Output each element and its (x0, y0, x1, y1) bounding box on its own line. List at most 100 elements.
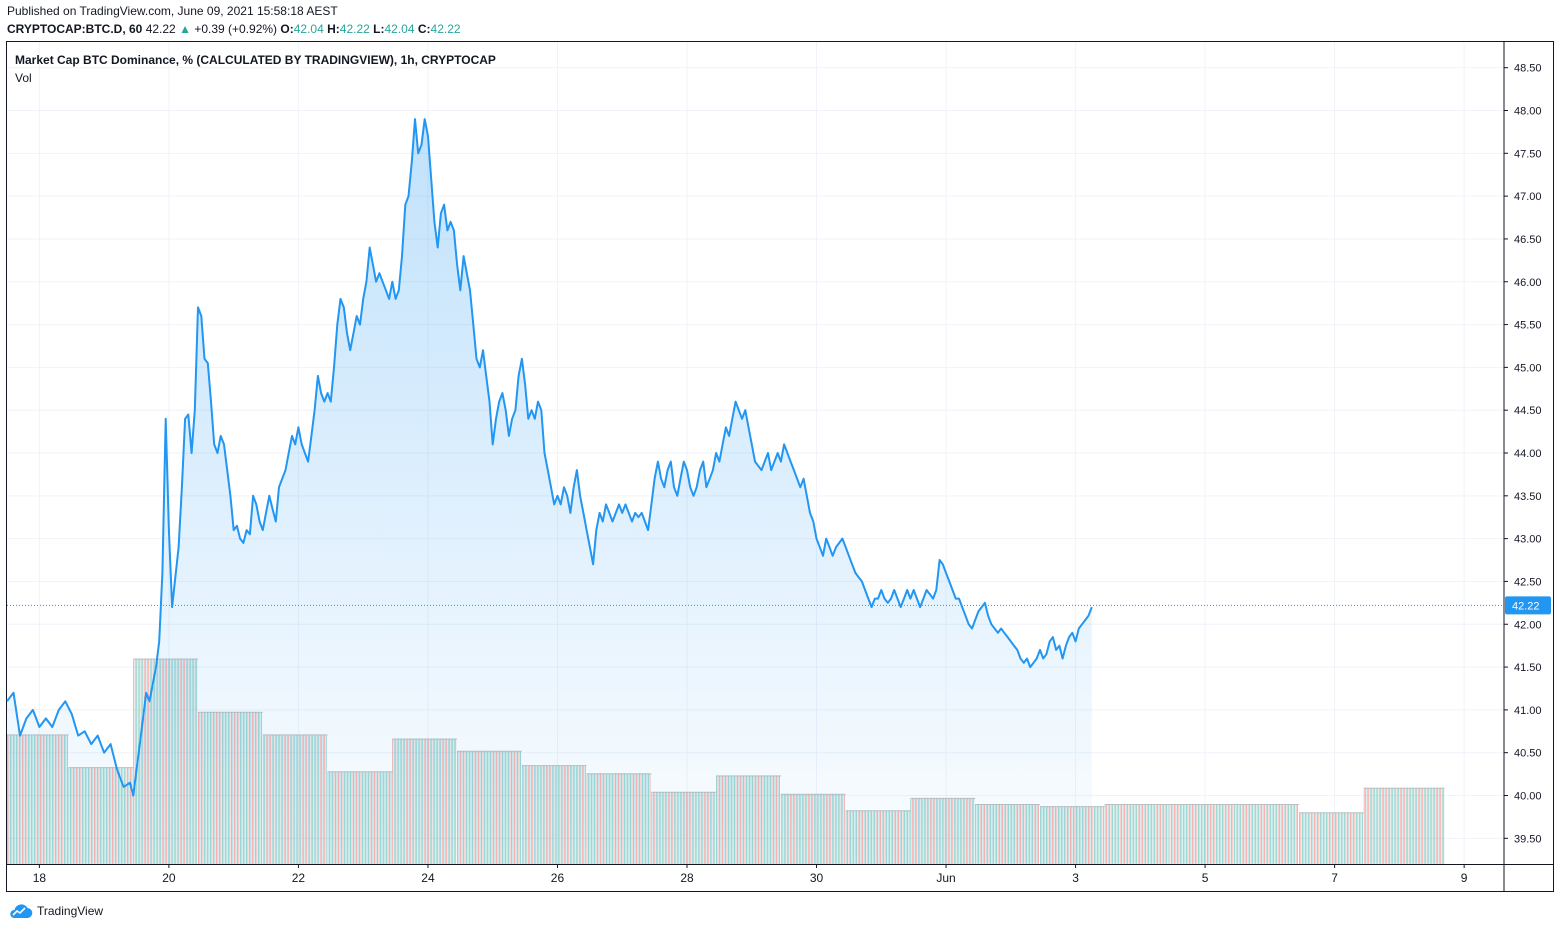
volume-bar (1365, 788, 1367, 864)
open-value: 42.04 (293, 22, 324, 36)
volume-bar (1327, 812, 1329, 865)
volume-bar (1107, 804, 1109, 864)
volume-bar (1285, 804, 1286, 864)
volume-bar (1398, 788, 1400, 864)
y-tick-label: 45.50 (1514, 320, 1542, 332)
volume-bar (1300, 812, 1302, 865)
x-tick-label: 9 (1461, 871, 1468, 885)
volume-bar (1416, 788, 1418, 864)
volume-bar (1326, 812, 1327, 865)
volume-bar (1101, 806, 1103, 864)
volume-bar (1189, 804, 1190, 864)
volume-bar (1404, 788, 1406, 864)
volume-bar (1169, 804, 1171, 864)
volume-bar (1407, 788, 1409, 864)
volume-bar (1098, 806, 1100, 864)
volume-bar (1112, 804, 1113, 864)
low-label: L: (373, 22, 385, 36)
symbol-info-bar: CRYPTOCAP:BTC.D, 60 42.22 ▲ +0.39 (+0.92… (7, 22, 461, 36)
volume-bar (1323, 812, 1324, 865)
volume-bar (1238, 804, 1240, 864)
volume-bar (1283, 804, 1285, 864)
volume-bar (1250, 804, 1252, 864)
volume-bar (1100, 806, 1101, 864)
volume-bar (1342, 812, 1344, 865)
volume-bar (1192, 804, 1193, 864)
volume-bar (1201, 804, 1202, 864)
volume-bar (1175, 804, 1177, 864)
x-tick-label: 5 (1202, 871, 1209, 885)
volume-bar (1318, 812, 1320, 865)
volume-bar (1235, 804, 1237, 864)
volume-bar (1357, 812, 1359, 865)
volume-bar (1395, 788, 1397, 864)
volume-bar (1167, 804, 1169, 864)
volume-bar (1329, 812, 1330, 865)
volume-bar (1431, 788, 1433, 864)
volume-bar (1330, 812, 1332, 865)
volume-bar (1193, 804, 1195, 864)
volume-bar (1178, 804, 1180, 864)
volume-bar (1335, 812, 1336, 865)
volume-bar (1354, 812, 1356, 865)
volume-bar (1137, 804, 1139, 864)
volume-bar (1211, 804, 1213, 864)
volume-bar (1213, 804, 1214, 864)
volume-bar (1181, 804, 1183, 864)
volume-bar (1171, 804, 1172, 864)
y-tick-label: 45.00 (1514, 362, 1542, 374)
volume-bar (1356, 812, 1357, 865)
volume-bar (1375, 788, 1377, 864)
volume-bar (1419, 788, 1421, 864)
volume-bar (1139, 804, 1140, 864)
volume-bar (1317, 812, 1318, 865)
volume-bar (1312, 812, 1314, 865)
volume-bar (1231, 804, 1232, 864)
volume-bar (1443, 788, 1445, 864)
volume-bar (1417, 788, 1419, 864)
volume-bar (1387, 788, 1389, 864)
volume-bar (1302, 812, 1303, 865)
volume-bar (1422, 788, 1424, 864)
x-tick-label: 28 (680, 871, 694, 885)
volume-bar (1172, 804, 1174, 864)
symbol-name[interactable]: CRYPTOCAP:BTC.D, 60 (7, 22, 143, 36)
volume-bar (1220, 804, 1222, 864)
chart-frame[interactable] (6, 41, 1554, 892)
volume-bar (1184, 804, 1186, 864)
volume-bar (1204, 804, 1205, 864)
volume-bar (133, 659, 135, 864)
y-tick-label: 39.50 (1514, 833, 1542, 845)
volume-bar (1359, 812, 1360, 865)
y-tick-label: 46.50 (1514, 234, 1542, 246)
close-label: C: (417, 22, 431, 36)
last-price: 42.22 (145, 22, 176, 36)
volume-bar (1344, 812, 1345, 865)
volume-bar (1368, 788, 1370, 864)
volume-bar (1164, 804, 1166, 864)
volume-bar (1348, 812, 1350, 865)
volume-bar (1437, 788, 1439, 864)
volume-bar (1405, 788, 1407, 864)
y-tick-label: 42.50 (1514, 576, 1542, 588)
volume-bar (1199, 804, 1201, 864)
volume-bar (1396, 788, 1398, 864)
volume-bar (1320, 812, 1321, 865)
price-line (6, 118, 1093, 797)
volume-bar (1122, 804, 1124, 864)
volume-bar (1366, 788, 1368, 864)
volume-bar (1438, 788, 1440, 864)
tradingview-brand[interactable]: TradingView (7, 902, 103, 920)
volume-bar (1196, 804, 1198, 864)
y-tick-label: 43.50 (1514, 491, 1542, 503)
volume-bar (1286, 804, 1288, 864)
tradingview-cloud-icon (10, 904, 33, 919)
volume-bar (1372, 788, 1374, 864)
volume-bar (1202, 804, 1204, 864)
volume-bar (1110, 804, 1112, 864)
x-tick-label: 24 (421, 871, 435, 885)
volume-bar (1225, 804, 1226, 864)
volume-bar (1092, 806, 1094, 864)
y-tick-label: 43.00 (1514, 534, 1542, 546)
